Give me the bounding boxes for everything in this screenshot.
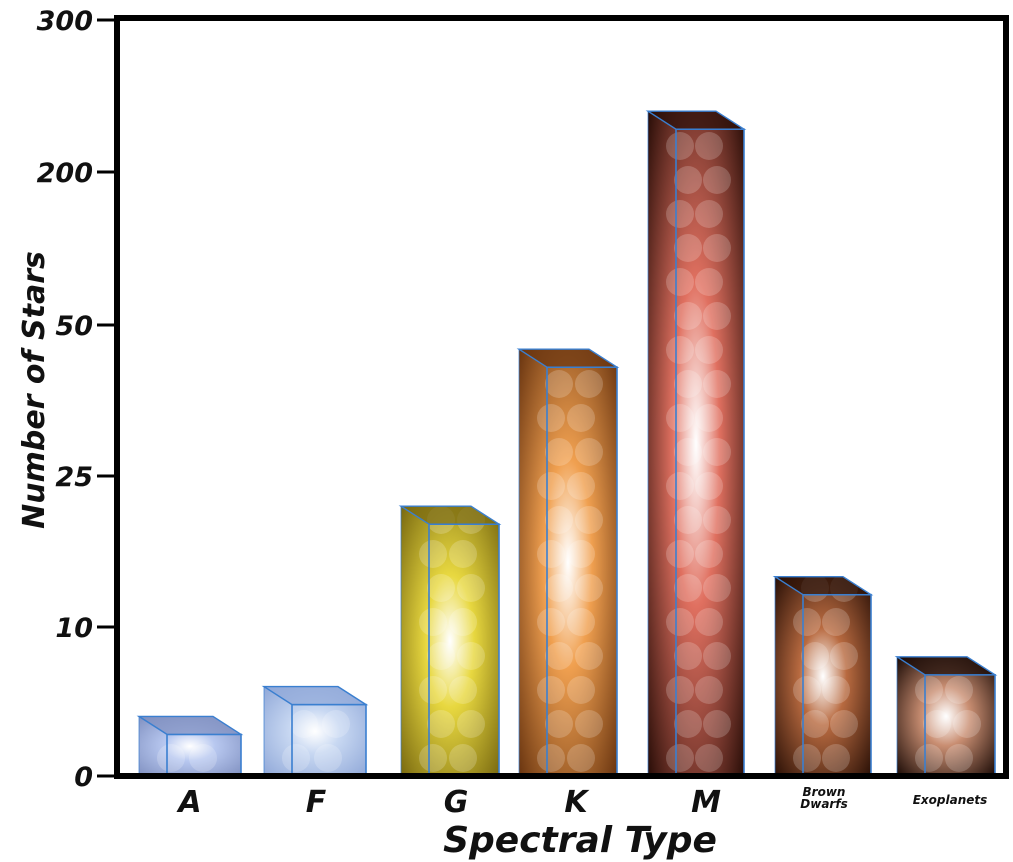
bar-top-face — [516, 348, 620, 368]
bar-volume — [648, 111, 744, 776]
bar-orbs — [157, 744, 217, 772]
x-tick-label: Exoplanets — [913, 793, 988, 807]
y-tick-label: 200 — [37, 158, 93, 189]
x-tick-label: M — [691, 785, 721, 820]
x-axis-title: Spectral Type — [443, 820, 717, 861]
bar-top-face — [398, 505, 502, 525]
bar-exoplanets — [894, 656, 998, 777]
y-axis-ticks: 0 10 25 50 200 300 — [37, 6, 117, 793]
bar-volume — [264, 686, 366, 776]
y-tick-label: 25 — [55, 462, 93, 493]
bar-volume — [519, 349, 617, 776]
plot-frame — [114, 15, 1009, 779]
x-tick-label: K — [564, 785, 590, 820]
bar-orbs — [666, 132, 731, 772]
bar-orbs — [282, 710, 350, 772]
y-tick-label: 10 — [55, 613, 93, 644]
bar-top-face — [261, 685, 369, 706]
bar-m — [645, 110, 747, 777]
bar-f — [261, 685, 369, 777]
bar-a — [136, 715, 244, 777]
x-tick-label: G — [444, 785, 469, 820]
x-tick-label: A — [176, 785, 201, 820]
plot-border — [114, 15, 1009, 779]
bar-volume — [775, 576, 871, 776]
bar-g — [398, 505, 502, 777]
x-tick-label: Dwarfs — [800, 797, 847, 811]
bar-top-face — [772, 575, 874, 596]
x-tick-label: Brown — [803, 785, 846, 799]
y-axis-title: Number of Stars — [17, 251, 52, 529]
x-tick-label: F — [306, 785, 327, 820]
bar-orbs — [915, 676, 981, 772]
bar-top-face — [136, 715, 244, 736]
bar-top-face — [894, 656, 998, 676]
bar-orbs — [537, 370, 603, 772]
bars-group — [136, 110, 998, 777]
bar-top-face — [645, 110, 747, 130]
bar-k — [516, 348, 620, 777]
bar-brown-dwarfs — [772, 574, 874, 777]
y-tick-label: 50 — [55, 311, 93, 342]
bar-volume — [897, 656, 995, 776]
y-tick-label: 300 — [37, 6, 93, 37]
bar-volume — [401, 506, 499, 776]
y-tick-label: 0 — [74, 762, 93, 793]
